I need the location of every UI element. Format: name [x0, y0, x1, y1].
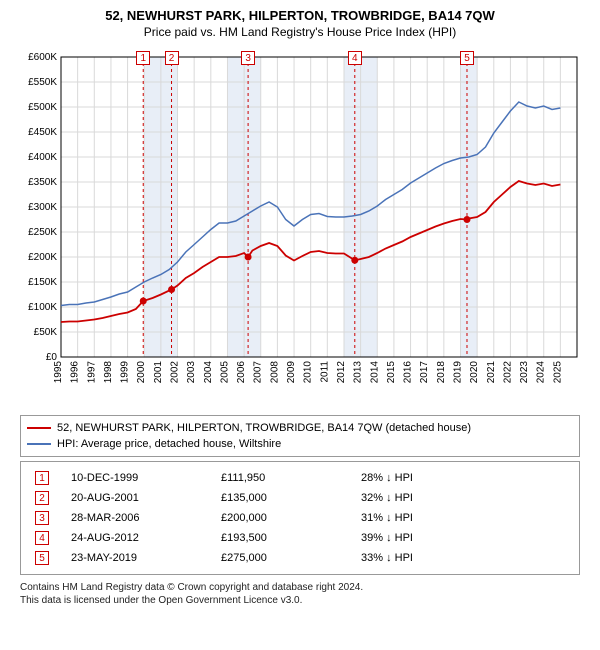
- sale-index-box: 5: [35, 551, 49, 565]
- event-marker-box: 1: [136, 51, 150, 65]
- sale-price: £200,000: [215, 508, 355, 528]
- svg-text:£400K: £400K: [28, 152, 57, 163]
- svg-text:£100K: £100K: [28, 302, 57, 313]
- event-marker-box: 4: [348, 51, 362, 65]
- svg-text:2016: 2016: [403, 361, 414, 384]
- table-row: 1 10-DEC-1999£111,95028% ↓ HPI: [29, 468, 571, 488]
- table-row: 5 23-MAY-2019£275,00033% ↓ HPI: [29, 548, 571, 568]
- svg-text:2017: 2017: [419, 361, 430, 384]
- legend-label: HPI: Average price, detached house, Wilt…: [57, 438, 281, 450]
- svg-text:£500K: £500K: [28, 102, 57, 113]
- svg-text:£600K: £600K: [28, 52, 57, 63]
- sale-price: £275,000: [215, 548, 355, 568]
- svg-text:£550K: £550K: [28, 77, 57, 88]
- svg-text:2020: 2020: [469, 361, 480, 384]
- sale-hpi-delta: 31% ↓ HPI: [355, 508, 571, 528]
- sale-hpi-delta: 39% ↓ HPI: [355, 528, 571, 548]
- sale-index-box: 1: [35, 471, 49, 485]
- sale-index-box: 2: [35, 491, 49, 505]
- chart-area: £0£50K£100K£150K£200K£250K£300K£350K£400…: [13, 47, 587, 407]
- svg-text:2023: 2023: [519, 361, 530, 384]
- sale-date: 20-AUG-2001: [65, 488, 215, 508]
- svg-text:£200K: £200K: [28, 252, 57, 263]
- svg-text:2021: 2021: [486, 361, 497, 384]
- sale-price: £111,950: [215, 468, 355, 488]
- sale-hpi-delta: 28% ↓ HPI: [355, 468, 571, 488]
- svg-text:2010: 2010: [303, 361, 314, 384]
- sale-price: £135,000: [215, 488, 355, 508]
- svg-text:£300K: £300K: [28, 202, 57, 213]
- svg-text:2009: 2009: [286, 361, 297, 384]
- svg-text:2024: 2024: [536, 361, 547, 384]
- svg-text:2011: 2011: [319, 361, 330, 383]
- footer-line: This data is licensed under the Open Gov…: [20, 594, 580, 607]
- svg-text:1998: 1998: [103, 361, 114, 384]
- price-chart-svg: £0£50K£100K£150K£200K£250K£300K£350K£400…: [13, 47, 587, 407]
- sale-hpi-delta: 33% ↓ HPI: [355, 548, 571, 568]
- event-marker-box: 3: [241, 51, 255, 65]
- sale-hpi-delta: 32% ↓ HPI: [355, 488, 571, 508]
- legend-swatch-hpi: [27, 443, 51, 445]
- svg-text:2001: 2001: [153, 361, 164, 384]
- legend-item-price-paid: 52, NEWHURST PARK, HILPERTON, TROWBRIDGE…: [27, 420, 573, 436]
- svg-text:2018: 2018: [436, 361, 447, 384]
- svg-text:1997: 1997: [86, 361, 97, 384]
- svg-text:2022: 2022: [502, 361, 513, 384]
- event-marker-box: 2: [165, 51, 179, 65]
- svg-text:£250K: £250K: [28, 227, 57, 238]
- chart-legend: 52, NEWHURST PARK, HILPERTON, TROWBRIDGE…: [20, 415, 580, 457]
- sale-date: 24-AUG-2012: [65, 528, 215, 548]
- legend-swatch-price-paid: [27, 427, 51, 429]
- sale-date: 23-MAY-2019: [65, 548, 215, 568]
- legend-item-hpi: HPI: Average price, detached house, Wilt…: [27, 436, 573, 452]
- chart-subtitle: Price paid vs. HM Land Registry's House …: [8, 25, 592, 39]
- table-row: 3 28-MAR-2006£200,00031% ↓ HPI: [29, 508, 571, 528]
- svg-text:2012: 2012: [336, 361, 347, 384]
- svg-text:2004: 2004: [203, 361, 214, 384]
- svg-text:£50K: £50K: [34, 327, 58, 338]
- table-row: 4 24-AUG-2012£193,50039% ↓ HPI: [29, 528, 571, 548]
- svg-text:2007: 2007: [253, 361, 264, 384]
- svg-text:2003: 2003: [186, 361, 197, 384]
- sale-price: £193,500: [215, 528, 355, 548]
- sale-date: 10-DEC-1999: [65, 468, 215, 488]
- svg-text:£350K: £350K: [28, 177, 57, 188]
- svg-text:2008: 2008: [269, 361, 280, 384]
- svg-text:2015: 2015: [386, 361, 397, 384]
- table-row: 2 20-AUG-2001£135,00032% ↓ HPI: [29, 488, 571, 508]
- svg-text:2025: 2025: [552, 361, 563, 384]
- svg-text:2005: 2005: [219, 361, 230, 384]
- svg-text:2013: 2013: [353, 361, 364, 384]
- svg-text:1999: 1999: [120, 361, 131, 384]
- footer-line: Contains HM Land Registry data © Crown c…: [20, 581, 580, 594]
- svg-text:2000: 2000: [136, 361, 147, 384]
- svg-text:2019: 2019: [452, 361, 463, 384]
- svg-text:2006: 2006: [236, 361, 247, 384]
- svg-text:1996: 1996: [70, 361, 81, 384]
- sale-date: 28-MAR-2006: [65, 508, 215, 528]
- svg-text:£150K: £150K: [28, 277, 57, 288]
- sale-index-box: 3: [35, 511, 49, 525]
- chart-title: 52, NEWHURST PARK, HILPERTON, TROWBRIDGE…: [8, 8, 592, 23]
- sales-table: 1 10-DEC-1999£111,95028% ↓ HPI 2 20-AUG-200…: [20, 461, 580, 575]
- svg-text:£450K: £450K: [28, 127, 57, 138]
- svg-text:1995: 1995: [53, 361, 64, 384]
- legend-label: 52, NEWHURST PARK, HILPERTON, TROWBRIDGE…: [57, 422, 471, 434]
- svg-text:2014: 2014: [369, 361, 380, 384]
- event-marker-box: 5: [460, 51, 474, 65]
- sale-index-box: 4: [35, 531, 49, 545]
- svg-text:2002: 2002: [170, 361, 181, 384]
- attribution-footer: Contains HM Land Registry data © Crown c…: [20, 581, 580, 607]
